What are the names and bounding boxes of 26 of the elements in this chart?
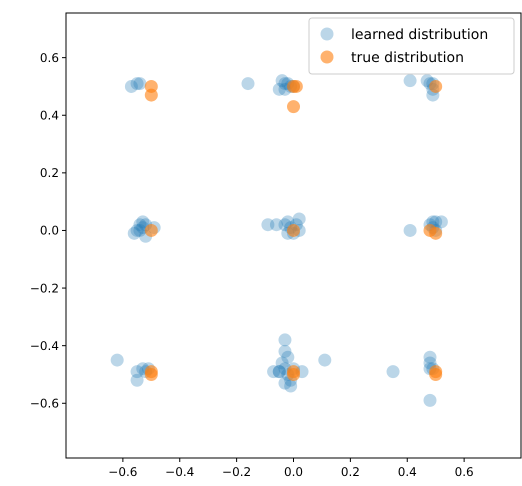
y-tick-label: −0.4 xyxy=(30,338,59,353)
x-tick-label: −0.4 xyxy=(165,465,194,479)
legend-label: learned distribution xyxy=(351,26,488,43)
point xyxy=(287,368,300,381)
point xyxy=(144,224,158,237)
x-tick-label: 0.6 xyxy=(454,465,474,479)
x-tick-label: 0.0 xyxy=(284,465,304,479)
x-tick-label: −0.2 xyxy=(222,465,252,479)
y-tick-label: 0.6 xyxy=(40,50,59,65)
point xyxy=(429,80,442,93)
point xyxy=(290,80,303,93)
y-tick-label: −0.2 xyxy=(30,281,59,296)
x-tick-label: −0.6 xyxy=(108,465,138,479)
point xyxy=(429,368,442,381)
point xyxy=(144,88,158,102)
y-tick-label: −0.6 xyxy=(30,396,59,410)
point xyxy=(287,100,300,114)
x-tick-label: 0.4 xyxy=(398,465,417,479)
x-tick-label: 0.2 xyxy=(340,465,360,479)
y-tick-label: 0.0 xyxy=(40,224,59,238)
point xyxy=(144,368,158,381)
point xyxy=(287,224,300,237)
point xyxy=(429,226,442,240)
y-tick-label: 0.4 xyxy=(40,108,59,122)
legend-label: true distribution xyxy=(351,50,464,66)
y-tick-label: 0.2 xyxy=(40,166,59,180)
